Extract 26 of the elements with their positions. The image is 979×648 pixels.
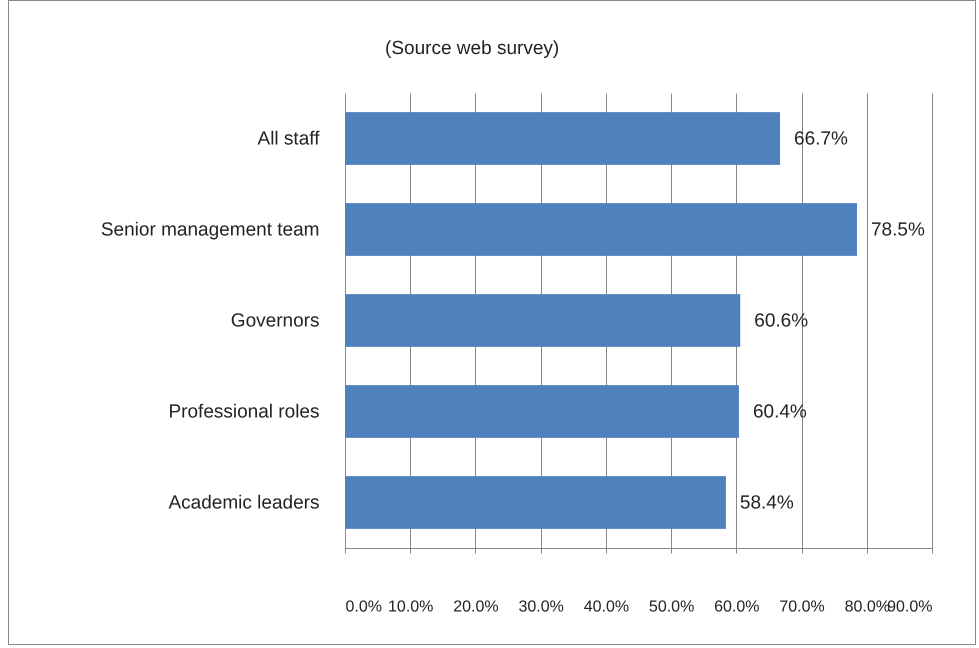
y-tick-label: All staff (258, 128, 320, 150)
y-tick-label: Senior management team (100, 220, 320, 240)
x-tick-label: 40.0% (584, 598, 630, 616)
x-tick-label: 90.0% (887, 598, 932, 616)
data-label: 58.4% (740, 492, 794, 514)
bar (345, 476, 726, 529)
x-tick-label: 60.0% (714, 598, 760, 616)
x-tick-label: 0.0% (346, 598, 382, 616)
x-tick-label: 30.0% (518, 598, 564, 616)
y-tick-label: Academic leaders (168, 492, 320, 514)
bar (345, 385, 739, 438)
data-label: 66.7% (794, 128, 848, 150)
data-label: 60.4% (752, 402, 807, 422)
y-tick-label: Professional roles (168, 402, 320, 422)
x-tick-label: 10.0% (388, 598, 434, 616)
bar (345, 294, 740, 347)
x-tick-label: 50.0% (648, 598, 694, 616)
x-tick-label: 80.0% (844, 598, 890, 616)
y-tick-label: Governors (230, 310, 320, 332)
data-label: 78.5% (870, 220, 925, 240)
data-label: 60.6% (754, 310, 808, 332)
bar (345, 112, 780, 165)
bar (345, 203, 857, 256)
x-tick-label: 20.0% (453, 598, 499, 616)
text: (Source web survey) (385, 38, 560, 59)
x-tick-label: 70.0% (779, 598, 825, 616)
